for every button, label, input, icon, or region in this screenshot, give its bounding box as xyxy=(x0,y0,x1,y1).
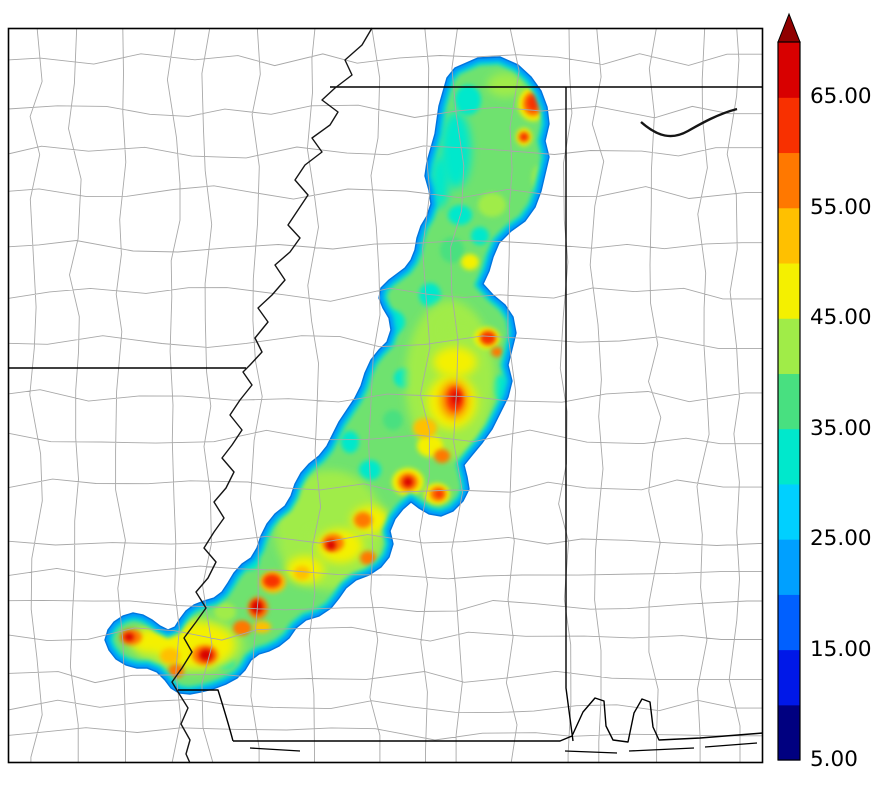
heat-patch xyxy=(480,331,496,345)
county-grid-lines xyxy=(8,28,763,763)
coastline xyxy=(233,107,764,754)
colorbar-tick-label: 45.00 xyxy=(810,305,872,330)
colorbar-segment xyxy=(778,42,800,98)
heat-patch xyxy=(478,193,506,217)
barrier-islands xyxy=(249,742,758,754)
heat-patch xyxy=(434,449,450,463)
colorbar-segment xyxy=(778,483,800,540)
tennessee-river xyxy=(640,107,738,138)
mississippi-river xyxy=(171,27,373,764)
heat-patch xyxy=(471,227,489,245)
colorbar-over-arrow xyxy=(777,12,801,43)
colorbar-segment xyxy=(778,649,800,706)
colorbar-segment xyxy=(778,539,800,595)
colorbar-segment xyxy=(778,207,800,264)
heat-patches xyxy=(120,73,548,678)
colorbar-segment xyxy=(778,318,800,374)
colorbar xyxy=(777,12,801,761)
heat-patch xyxy=(440,237,464,263)
state-boundaries xyxy=(8,86,763,742)
heat-patch xyxy=(124,633,134,641)
colorbar-segment xyxy=(778,373,800,430)
colorbar-tick-label: 35.00 xyxy=(810,416,872,441)
heat-patch xyxy=(442,316,478,344)
colorbar-segment xyxy=(778,97,800,154)
heat-patch xyxy=(263,574,281,588)
colorbar-tick-label: 5.00 xyxy=(810,747,858,772)
colorbar-tick-label: 65.00 xyxy=(810,84,872,109)
heat-patch xyxy=(341,431,359,453)
colorbar-segment xyxy=(778,428,800,485)
county-boundaries xyxy=(8,28,763,763)
heat-patch xyxy=(487,73,523,97)
heat-patch xyxy=(199,649,213,661)
heat-patch xyxy=(214,603,236,621)
mississippi-alabama-border-line xyxy=(565,87,574,742)
colorbar-tick-label: 25.00 xyxy=(810,526,872,551)
heat-patch xyxy=(360,551,376,565)
colorbar-tick-label: 55.00 xyxy=(810,195,872,220)
colorbar-segment xyxy=(778,262,800,319)
colorbar-tick-label: 15.00 xyxy=(810,637,872,662)
heat-patch xyxy=(491,347,503,357)
heat-patch xyxy=(519,132,529,142)
heat-patch xyxy=(326,540,336,550)
colorbar-segment xyxy=(778,704,800,761)
louisiana-mississippi-border-line xyxy=(178,689,234,742)
heat-patch xyxy=(413,418,437,438)
heat-patch xyxy=(383,410,403,430)
gulf-coastline xyxy=(233,697,764,743)
colorbar-segment xyxy=(778,594,800,651)
heat-patch xyxy=(435,490,443,498)
heat-patch xyxy=(160,648,180,664)
heat-patch xyxy=(455,85,481,115)
heat-swath-detail xyxy=(105,57,549,694)
colorbar-segment xyxy=(778,152,800,209)
heat-patch xyxy=(461,254,479,270)
heat-patch xyxy=(433,347,477,377)
heat-patch xyxy=(354,512,372,528)
heat-patch xyxy=(403,477,413,487)
colorbar-outline xyxy=(777,41,801,761)
heat-patch xyxy=(233,621,249,635)
map-frame xyxy=(7,27,764,764)
heat-patch xyxy=(294,566,310,580)
